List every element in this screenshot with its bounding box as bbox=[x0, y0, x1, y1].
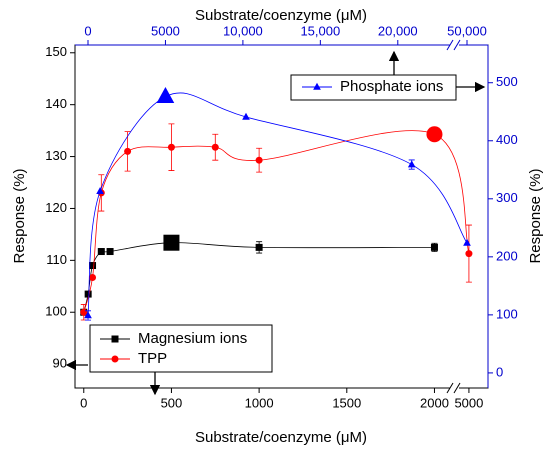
legend-label: Magnesium ions bbox=[138, 330, 247, 347]
y2-tick-label: 200 bbox=[496, 248, 518, 263]
marker bbox=[407, 160, 416, 168]
marker bbox=[106, 248, 114, 256]
y-tick-label: 150 bbox=[45, 44, 67, 59]
marker bbox=[465, 250, 473, 258]
marker bbox=[255, 156, 263, 164]
legend-bottom bbox=[89, 324, 273, 373]
legend-marker bbox=[313, 82, 321, 90]
marker bbox=[89, 273, 97, 281]
y2-tick-label: 300 bbox=[496, 190, 518, 205]
marker bbox=[89, 262, 97, 270]
marker bbox=[156, 87, 175, 104]
marker bbox=[255, 243, 263, 251]
marker bbox=[430, 243, 438, 251]
x2-axis-label: Substrate/coenzyme (μM) bbox=[195, 7, 367, 24]
marker bbox=[163, 234, 180, 251]
marker bbox=[463, 238, 471, 246]
marker bbox=[167, 143, 175, 151]
x-tick-label: 500 bbox=[161, 395, 183, 410]
marker bbox=[96, 187, 104, 195]
marker bbox=[426, 126, 443, 143]
y-tick-label: 110 bbox=[46, 252, 67, 267]
marker bbox=[84, 290, 92, 298]
series-line bbox=[87, 92, 468, 316]
x-tick-label: 1500 bbox=[332, 395, 361, 410]
y2-axis-label: Response (%) bbox=[527, 168, 544, 263]
x-tick-label: 0 bbox=[80, 395, 87, 410]
y-tick-label: 130 bbox=[45, 148, 67, 163]
x2-tick-label: 15,000 bbox=[300, 23, 340, 38]
y-tick-label: 120 bbox=[45, 200, 67, 215]
marker bbox=[211, 143, 219, 151]
axis-break bbox=[446, 37, 461, 396]
legend-label: TPP bbox=[138, 350, 167, 367]
y2-tick-label: 500 bbox=[496, 74, 518, 89]
x2-tick-label: 5000 bbox=[151, 23, 180, 38]
marker bbox=[97, 248, 105, 256]
x-tick-label: 5000 bbox=[454, 395, 483, 410]
x-axis-label: Substrate/coenzyme (μM) bbox=[195, 429, 367, 446]
x-tick-label: 2000 bbox=[420, 395, 449, 410]
legend-label: Phosphate ions bbox=[340, 78, 443, 95]
legend-marker bbox=[111, 335, 119, 343]
series-line bbox=[83, 130, 470, 313]
y2-tick-label: 100 bbox=[496, 306, 518, 321]
marker bbox=[84, 311, 92, 319]
marker bbox=[242, 112, 250, 120]
y-tick-label: 140 bbox=[45, 96, 67, 111]
x2-tick-label: 0 bbox=[84, 23, 91, 38]
annotation-arrows bbox=[65, 50, 486, 396]
x2-tick-label: 10,000 bbox=[223, 23, 263, 38]
y-axis-label: Response (%) bbox=[11, 168, 28, 263]
x2-tick-label: 50,000 bbox=[447, 23, 487, 38]
x2-tick-label: 20,000 bbox=[378, 23, 418, 38]
x-tick-label: 1000 bbox=[245, 395, 274, 410]
marker bbox=[124, 147, 132, 155]
y-tick-label: 90 bbox=[53, 356, 67, 371]
y2-tick-label: 0 bbox=[496, 364, 503, 379]
legend-marker bbox=[111, 355, 119, 363]
y2-tick-label: 400 bbox=[496, 132, 518, 147]
y-tick-label: 100 bbox=[45, 304, 67, 319]
